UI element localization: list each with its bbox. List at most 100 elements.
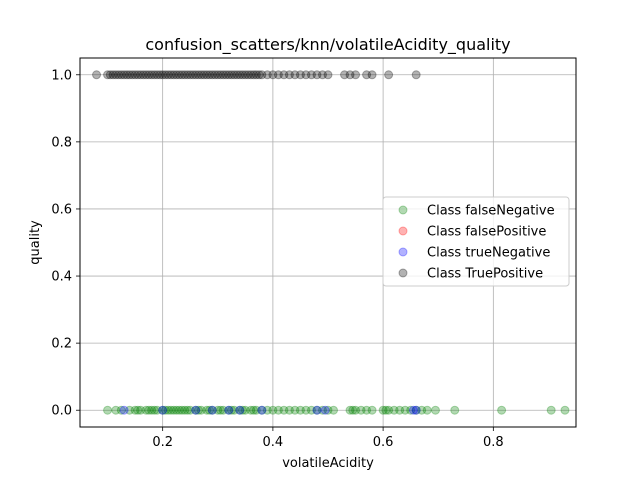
- data-point: [147, 70, 157, 80]
- data-point: [279, 70, 289, 80]
- data-point: [213, 405, 223, 415]
- data-point: [384, 405, 394, 415]
- data-point: [169, 405, 179, 415]
- data-point: [251, 70, 261, 80]
- data-point: [227, 70, 237, 80]
- data-point: [149, 70, 159, 80]
- legend-entry-label: Class falsePositive: [427, 225, 546, 240]
- data-point: [180, 70, 190, 80]
- data-point: [306, 405, 316, 415]
- data-point: [378, 405, 388, 415]
- data-point: [348, 405, 358, 415]
- data-point: [254, 70, 264, 80]
- data-point: [207, 405, 217, 415]
- data-point: [149, 405, 159, 415]
- data-point: [450, 405, 460, 415]
- series-0: [103, 405, 570, 415]
- data-point: [218, 70, 228, 80]
- data-point: [312, 70, 322, 80]
- data-point: [381, 405, 391, 415]
- legend-marker: [398, 247, 408, 257]
- legend-entry-label: Class TruePositive: [427, 267, 543, 282]
- data-point: [160, 70, 170, 80]
- data-point: [295, 405, 305, 415]
- data-point: [367, 405, 377, 415]
- y-tick-label: 0.8: [51, 135, 72, 150]
- data-point: [191, 70, 201, 80]
- y-tick-label: 0.0: [51, 404, 72, 419]
- data-point: [279, 405, 289, 415]
- y-axis-label: quality: [28, 220, 43, 265]
- data-point: [268, 405, 278, 415]
- y-tick-label: 0.4: [51, 270, 72, 285]
- data-point: [235, 70, 245, 80]
- data-point: [185, 405, 195, 415]
- data-point: [262, 70, 272, 80]
- data-points: [92, 70, 570, 415]
- data-point: [249, 405, 259, 415]
- data-point: [351, 70, 361, 80]
- data-point: [411, 405, 421, 415]
- data-point: [262, 405, 272, 415]
- data-point: [199, 70, 209, 80]
- data-point: [127, 70, 137, 80]
- data-point: [116, 405, 126, 415]
- legend: Class falseNegative Class falsePositive Cl…: [382, 196, 570, 287]
- data-point: [323, 70, 333, 80]
- data-point: [340, 70, 350, 80]
- data-point: [273, 405, 283, 415]
- data-point: [196, 405, 206, 415]
- data-point: [320, 405, 330, 415]
- data-point: [249, 70, 259, 80]
- data-point: [422, 405, 432, 415]
- data-point: [202, 405, 212, 415]
- data-point: [240, 70, 250, 80]
- data-point: [205, 405, 215, 415]
- data-point: [257, 405, 267, 415]
- data-point: [306, 70, 316, 80]
- data-point: [152, 70, 162, 80]
- data-point: [312, 405, 322, 415]
- data-point: [268, 70, 278, 80]
- data-point: [130, 70, 140, 80]
- data-point: [174, 405, 184, 415]
- data-point: [171, 70, 181, 80]
- data-point: [257, 70, 267, 80]
- data-point: [417, 405, 427, 415]
- data-point: [384, 70, 394, 80]
- data-point: [329, 405, 339, 415]
- data-point: [362, 70, 372, 80]
- legend-marker: [398, 268, 408, 278]
- data-point: [205, 70, 215, 80]
- x-tick-label: 0.8: [483, 435, 504, 450]
- data-point: [411, 70, 421, 80]
- plot-frame: [79, 57, 577, 428]
- data-point: [136, 405, 146, 415]
- data-point: [138, 70, 148, 80]
- data-point: [312, 405, 322, 415]
- data-point: [251, 405, 261, 415]
- data-point: [284, 405, 294, 415]
- legend-marker: [398, 226, 408, 236]
- data-point: [147, 405, 157, 415]
- data-point: [210, 70, 220, 80]
- data-point: [273, 70, 283, 80]
- data-point: [158, 405, 168, 415]
- data-point: [116, 70, 126, 80]
- data-point: [400, 405, 410, 415]
- data-point: [144, 405, 154, 415]
- x-axis-ticks: 0.2 0.4 0.6 0.8: [152, 427, 504, 450]
- data-point: [105, 70, 115, 80]
- data-point: [224, 70, 234, 80]
- x-axis-label: volatileAcidity: [282, 456, 374, 471]
- data-point: [284, 70, 294, 80]
- data-point: [240, 405, 250, 415]
- data-point: [317, 70, 327, 80]
- data-point: [227, 405, 237, 415]
- data-point: [185, 70, 195, 80]
- data-point: [160, 405, 170, 415]
- data-point: [560, 405, 570, 415]
- x-tick-label: 0.6: [373, 435, 394, 450]
- data-point: [235, 405, 245, 415]
